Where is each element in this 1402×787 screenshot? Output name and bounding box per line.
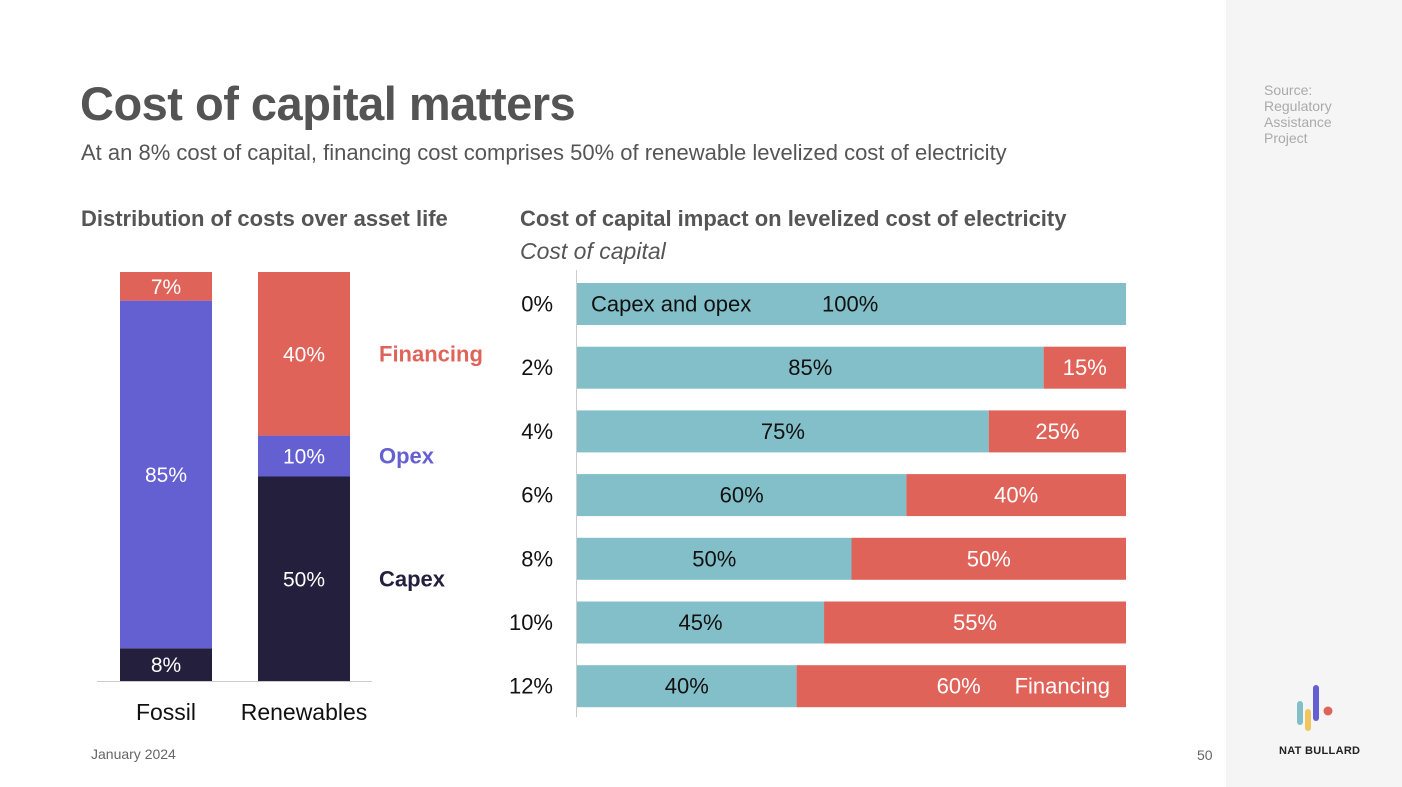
bar-10-capex-and-opex bbox=[577, 601, 825, 644]
data-label-4-capex-and-opex: 75% bbox=[761, 419, 805, 444]
left-chart-title: Distribution of costs over asset life bbox=[81, 206, 448, 231]
bar-fossil-capex bbox=[120, 648, 212, 681]
y-tick-label-10: 10% bbox=[509, 610, 553, 635]
data-label-6-financing: 40% bbox=[994, 483, 1038, 508]
bar-2-capex-and-opex bbox=[577, 346, 1044, 389]
y-tick-label-12: 12% bbox=[509, 674, 553, 699]
stacked-bar-chart: 0% Capex and opex 100% 2% 85% 15% 4% 75% 25% 6% 60… bbox=[509, 270, 1126, 718]
bar-8-financing bbox=[851, 537, 1126, 580]
bar-2-financing bbox=[1043, 346, 1126, 389]
data-label-8-capex-and-opex: 50% bbox=[692, 546, 736, 571]
y-tick-label-4: 4% bbox=[521, 419, 553, 444]
data-label-renewables-capex: 50% bbox=[283, 568, 325, 591]
data-label-renewables-opex: 10% bbox=[283, 446, 325, 469]
y-tick-label-2: 2% bbox=[521, 355, 553, 380]
page-subtitle: At an 8% cost of capital, financing cost… bbox=[81, 140, 1007, 165]
bar-6-capex-and-opex bbox=[577, 474, 907, 517]
series-label-financing: Financing bbox=[1015, 674, 1110, 699]
legend-label-financing: Financing bbox=[379, 341, 483, 366]
data-label-2-financing: 15% bbox=[1063, 355, 1107, 380]
bar-10-financing bbox=[824, 601, 1126, 644]
bar-fossil-opex bbox=[120, 300, 212, 649]
series-label-capex-and-opex: Capex and opex bbox=[591, 292, 751, 317]
bar-6-financing bbox=[906, 474, 1126, 517]
bar-4-financing bbox=[988, 410, 1126, 453]
brand-name: NAT BULLARD bbox=[1279, 745, 1361, 757]
data-label-10-financing: 55% bbox=[953, 610, 997, 635]
bar-renewables-capex bbox=[258, 476, 350, 681]
data-label-fossil-opex: 85% bbox=[145, 464, 187, 487]
stacked-column-chart: 8% 85% 7% Fossil 50% 10% 40% Renewables Capex Ope… bbox=[97, 272, 483, 725]
legend-label-opex: Opex bbox=[379, 444, 435, 469]
bar-renewables-opex bbox=[258, 435, 350, 477]
data-label-renewables-financing: 40% bbox=[283, 343, 325, 366]
bar-12-financing bbox=[796, 665, 1126, 708]
bar-renewables-financing bbox=[258, 272, 350, 436]
source-note: Source: Regulatory Assistance Project bbox=[1264, 82, 1332, 146]
data-label-fossil-financing: 7% bbox=[151, 276, 181, 299]
y-tick-label-6: 6% bbox=[521, 483, 553, 508]
y-tick-label-8: 8% bbox=[521, 546, 553, 571]
page-title: Cost of capital matters bbox=[80, 77, 576, 130]
footer-date: January 2024 bbox=[91, 746, 176, 762]
data-label-8-financing: 50% bbox=[967, 546, 1011, 571]
bar-12-capex-and-opex bbox=[577, 665, 797, 708]
right-chart-axis-label: Cost of capital bbox=[520, 238, 666, 264]
x-tick-label-renewables: Renewables bbox=[241, 699, 368, 725]
bar-fossil-financing bbox=[120, 272, 212, 301]
page-number: 50 bbox=[1197, 747, 1213, 763]
data-label-fossil-capex: 8% bbox=[151, 654, 181, 677]
bar-chart-logo-icon bbox=[1297, 685, 1333, 731]
bar-0-capex-and-opex bbox=[577, 283, 1126, 325]
bar-4-capex-and-opex bbox=[577, 410, 989, 453]
x-tick-label-fossil: Fossil bbox=[136, 699, 196, 725]
data-label-12-capex-and-opex: 40% bbox=[665, 674, 709, 699]
bar-8-capex-and-opex bbox=[577, 537, 852, 580]
y-tick-label-0: 0% bbox=[521, 292, 553, 317]
data-label-6-capex-and-opex: 60% bbox=[720, 483, 764, 508]
data-label-2-capex-and-opex: 85% bbox=[788, 355, 832, 380]
data-label-4-financing: 25% bbox=[1035, 419, 1079, 444]
legend-label-capex: Capex bbox=[379, 566, 446, 591]
data-label-0-capex-and-opex: 100% bbox=[822, 292, 878, 317]
sidebar bbox=[1226, 0, 1402, 787]
data-label-12-financing: 60% bbox=[937, 674, 981, 699]
right-chart-title: Cost of capital impact on levelized cost… bbox=[520, 206, 1067, 231]
data-label-10-capex-and-opex: 45% bbox=[679, 610, 723, 635]
